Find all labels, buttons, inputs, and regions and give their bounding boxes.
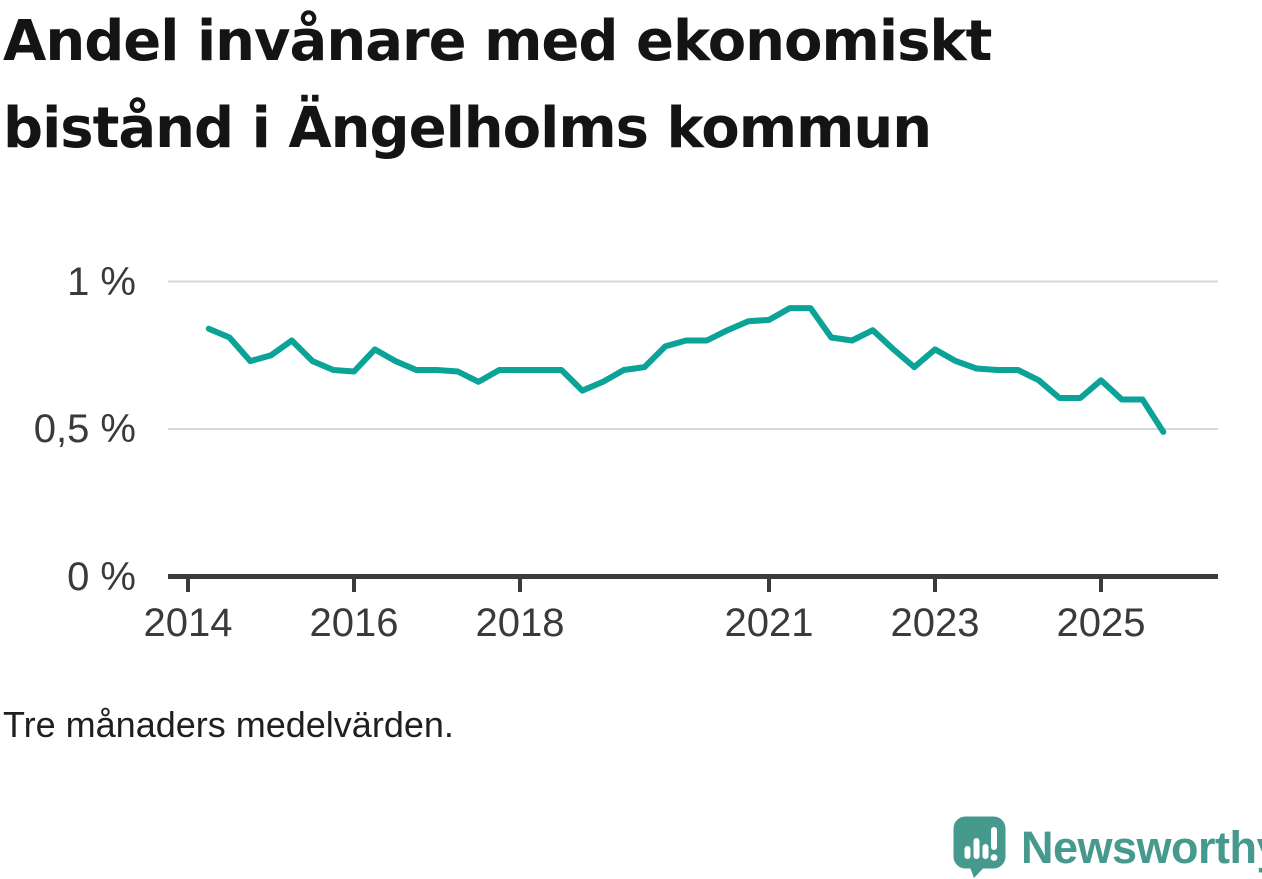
y-axis-tick-label: 0,5 % (33, 407, 136, 451)
x-axis-tick-label: 2018 (475, 601, 565, 645)
x-axis-tick-label: 2014 (143, 601, 233, 645)
x-axis-tick-label: 2016 (309, 601, 399, 645)
logo-wordmark: Newsworthy (1021, 821, 1262, 873)
newsworthy-speech-bubble-bar-chart-icon (953, 816, 1006, 878)
page-title: Andel invånare med ekonomiskt bistånd i … (3, 9, 992, 161)
newsworthy-logo: Newsworthy (953, 816, 1262, 879)
x-axis-tick-label: 2023 (890, 601, 980, 645)
x-axis-tick-label: 2025 (1056, 601, 1146, 645)
chart-footnote: Tre månaders medelvärden. (3, 704, 454, 745)
y-axis-tick-label: 0 % (67, 554, 136, 599)
x-axis-tick-label: 2021 (724, 601, 814, 645)
data-line (205, 305, 1167, 435)
y-axis-tick-label: 1 % (67, 259, 136, 304)
